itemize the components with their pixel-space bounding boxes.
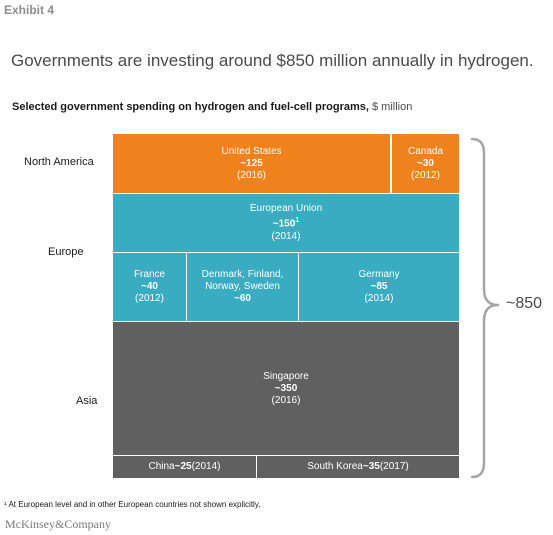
- block-united-states: United States ~125 (2016): [113, 134, 390, 193]
- fr-year: (2012): [135, 293, 164, 304]
- kr-value: ~35: [362, 461, 380, 472]
- block-china: China ~25 (2014): [113, 456, 256, 478]
- fr-name: France: [133, 269, 166, 280]
- total-brace-icon: [470, 137, 500, 479]
- block-south-korea: South Korea ~35 (2017): [257, 456, 459, 478]
- nordic-name-line1: Denmark, Finland,: [201, 269, 284, 280]
- nordic-value: ~60: [234, 293, 251, 304]
- kr-year: (2017): [379, 461, 409, 472]
- cn-value: ~25: [174, 461, 192, 472]
- ca-year: (2012): [411, 169, 440, 181]
- kr-name: South Korea: [307, 461, 363, 472]
- exhibit-label: Exhibit 4: [4, 3, 55, 17]
- cn-year: (2014): [191, 461, 221, 472]
- ca-value: ~30: [417, 157, 434, 169]
- region-label-asia: Asia: [76, 395, 98, 407]
- sg-value: ~350: [274, 382, 298, 394]
- eu-name: European Union: [249, 203, 323, 215]
- eu-footnote-mark: 1: [295, 217, 300, 225]
- fr-value: ~40: [141, 281, 158, 292]
- block-nordics: Denmark, Finland, Norway, Sweden ~60: [187, 253, 298, 321]
- block-france: France ~40 (2012): [113, 253, 186, 321]
- region-label-north-america: North America: [24, 156, 94, 168]
- us-value: ~125: [240, 157, 263, 169]
- chart-subtitle: Selected government spending on hydrogen…: [12, 101, 412, 113]
- block-germany: Germany ~85 (2014): [299, 253, 459, 321]
- eu-value-text: ~150: [272, 218, 296, 230]
- cn-name: China: [148, 461, 175, 472]
- us-name: United States: [221, 145, 282, 157]
- mckinsey-logo: McKinsey&Company: [5, 517, 111, 531]
- de-year: (2014): [364, 293, 394, 304]
- total-label: ~850: [506, 295, 543, 312]
- eu-year: (2014): [271, 230, 301, 242]
- region-label-europe: Europe: [48, 246, 84, 258]
- block-european-union: European Union ~1501 (2014): [113, 194, 459, 252]
- eu-value: ~1501: [273, 215, 299, 230]
- us-year: (2016): [237, 169, 266, 181]
- headline: Governments are investing around $850 mi…: [11, 51, 534, 70]
- subtitle-text: Selected government spending on hydrogen…: [12, 101, 369, 113]
- block-singapore: Singapore ~350 (2016): [113, 322, 459, 455]
- de-name: Germany: [358, 269, 400, 280]
- subtitle-unit: $ million: [368, 101, 413, 113]
- ca-name: Canada: [407, 145, 444, 157]
- footnote: ¹ At European level and in other Europea…: [4, 500, 261, 509]
- de-value: ~85: [370, 281, 388, 292]
- sg-year: (2016): [271, 394, 301, 406]
- sg-name: Singapore: [263, 370, 309, 382]
- block-canada: Canada ~30 (2012): [392, 134, 459, 193]
- nordic-name-line2: Norway, Sweden: [205, 281, 280, 292]
